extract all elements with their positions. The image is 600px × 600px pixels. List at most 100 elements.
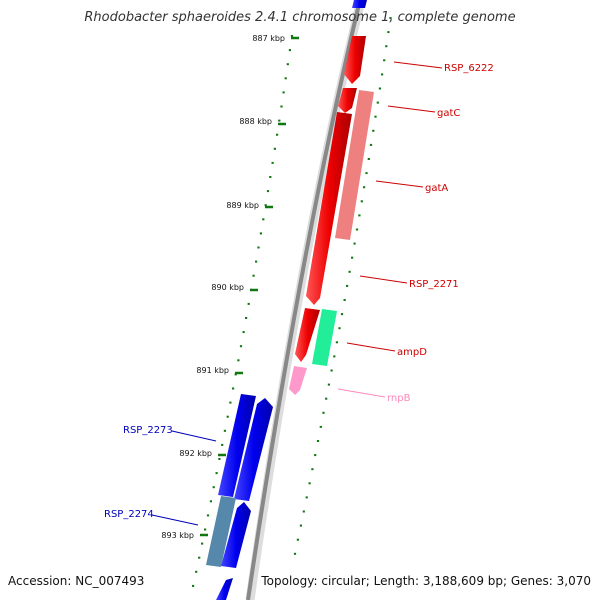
tick-dot [351,256,354,259]
leader-line [387,105,436,113]
tick-dot [389,17,392,19]
accession-text: Accession: NC_007493 [8,574,145,588]
chromosome-backbone [246,0,362,600]
tick-dot [198,556,201,559]
gene-label-rnpB[interactable]: rnpB [387,393,411,404]
tick-dot [280,105,283,108]
tick-dot [325,397,328,400]
tick-dot [343,299,346,301]
gene-label-RSP_2273[interactable]: RSP_2273 [123,425,173,436]
tick-dot [206,514,210,517]
gene-arrow-partial-bottom [216,578,233,600]
label-leaders [151,61,443,526]
gene-arrow-rnpB[interactable] [289,366,307,395]
tick-dot [255,260,258,263]
tick-dot [221,443,224,446]
tick-dot [192,584,195,587]
tick-dot [195,570,198,573]
tick-dot [333,355,336,358]
tick-dot [266,190,270,193]
tick-track-outer [293,17,392,555]
tick-dot [381,73,384,76]
tick-dot [247,302,250,305]
tick-dot [226,415,229,418]
gene-arrow-RSP_2273-b[interactable] [234,398,273,501]
tick-dot [288,49,291,52]
tick-dot [232,387,235,390]
tick-dot [278,119,281,122]
tick-dot [209,500,212,503]
tick-dot [302,510,305,513]
tick-dot [239,345,243,348]
gene-label-gatA[interactable]: gatA [425,183,448,194]
tick-dot [358,214,361,217]
reverse-strand-genes [206,394,273,600]
gene-arrow-gatC[interactable] [338,88,357,113]
tick-dot [242,331,245,334]
tick-dot [245,317,248,319]
tick-dot [264,204,267,207]
tick-dot [353,242,356,245]
tick-dot [290,35,294,37]
gene-arrow-partial-top [352,0,367,8]
tick-dot [330,369,333,372]
tick-dot [201,542,204,545]
leader-line [359,275,408,284]
tick-dot [360,200,363,203]
tick-dot [316,440,320,442]
tick-dot [385,45,388,48]
gene-label-RSP_2271[interactable]: RSP_2271 [409,279,459,290]
tick-dot [234,373,237,376]
tick-dot [284,77,287,80]
tick-dot [319,425,322,428]
leader-line [171,430,217,442]
genome-summary-text: Topology: circular; Length: 3,188,609 bp… [261,574,591,588]
tick-dot [212,486,215,489]
gene-label-RSP_6222[interactable]: RSP_6222 [444,63,494,74]
gene-arrow-RSP_2274[interactable] [206,496,236,567]
gene-labels: RSP_6222 gatC gatA RSP_2271 ampD rnpB RS… [104,63,494,520]
tick-dot [218,458,221,460]
gene-label-ampD[interactable]: ampD [397,347,427,358]
tick-label: 890 kbp [211,283,244,292]
tick-dot [367,158,370,160]
tick-dot [223,429,226,432]
gene-label-RSP_2274[interactable]: RSP_2274 [104,509,154,520]
tick-dot [369,143,373,146]
tick-dot [215,472,218,475]
gene-arrow-ampD[interactable] [312,309,337,366]
tick-track-inner [192,35,294,587]
leader-line [346,342,396,352]
tick-label: 888 kbp [239,117,272,126]
tick-dot [237,359,240,362]
gene-arrow-RSP_2274-b[interactable] [221,502,251,568]
gene-arrow-ampD-red[interactable] [295,308,320,362]
tick-dot [346,284,349,287]
tick-dot [387,31,390,34]
gene-arrow-gatA[interactable] [335,90,374,240]
gene-arrow-RSP_2273[interactable] [218,394,256,497]
gene-label-gatC[interactable]: gatC [437,108,460,119]
tick-dot [348,270,351,273]
tick-dot [335,341,338,344]
tick-dot [314,454,317,457]
tick-dot [305,496,308,499]
tick-dot [273,147,276,150]
tick-label: 889 kbp [226,201,259,210]
tick-dot [340,313,344,316]
tick-label: 887 kbp [252,34,285,43]
tick-dot [311,468,314,471]
tick-dot [282,91,285,94]
gene-arrow-RSP_6222[interactable] [344,36,366,84]
tick-dot [383,59,386,62]
tick-dot [372,129,375,132]
tick-dot [252,274,255,277]
tick-label: 893 kbp [161,531,194,540]
tick-dot [322,411,325,414]
tick-dot [355,228,359,231]
tick-dot [271,161,274,164]
tick-dot [293,552,297,555]
gene-arrow-RSP_2271[interactable] [306,112,352,305]
